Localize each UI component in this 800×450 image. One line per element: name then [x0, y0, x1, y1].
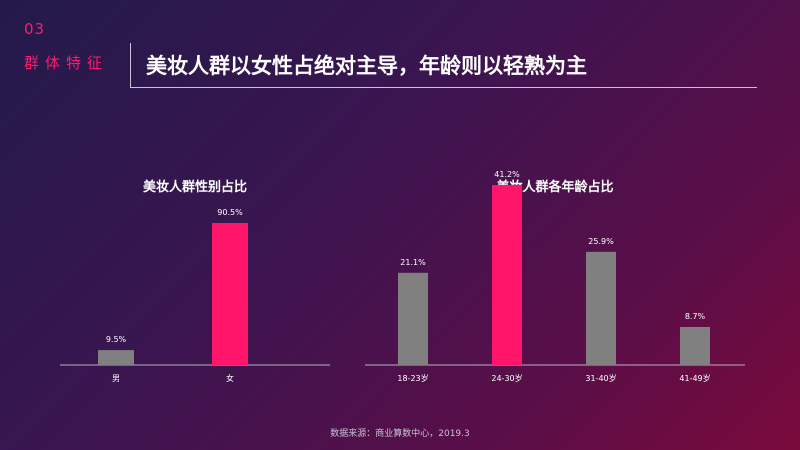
section-number: 03 — [24, 20, 46, 38]
age-chart: 美妆人群各年龄占比 21.1% 18-23岁 41.2% 24-30岁 25.9% 31-4… — [365, 165, 745, 395]
data-label: 41.2% — [494, 170, 520, 179]
bar — [586, 251, 616, 365]
tick-label: 31-40岁 — [585, 373, 616, 383]
bar — [98, 350, 134, 365]
data-label: 9.5% — [106, 335, 127, 344]
tick-label: 18-23岁 — [397, 373, 428, 383]
page-title: 美妆人群以女性占绝对主导，年龄则以轻熟为主 — [146, 54, 587, 78]
header-divider-horizontal — [130, 87, 757, 88]
age-chart-svg: 美妆人群各年龄占比 21.1% 18-23岁 41.2% 24-30岁 25.9% 31-4… — [365, 170, 745, 383]
gender-chart: 美妆人群性别占比 9.5% 男 90.5% 女 — [60, 165, 330, 395]
source-note: 数据来源：商业算数中心，2019.3 — [330, 429, 470, 439]
tick-label: 41-49岁 — [679, 373, 710, 383]
bar — [680, 326, 710, 365]
chart-title: 美妆人群各年龄占比 — [496, 179, 613, 195]
bar — [398, 272, 428, 365]
tick-label: 女 — [226, 373, 234, 383]
data-label: 21.1% — [400, 258, 426, 267]
data-label: 90.5% — [217, 208, 243, 217]
data-label: 25.9% — [588, 237, 614, 246]
tick-label: 男 — [112, 374, 120, 383]
section-label: 群体特征 — [24, 54, 109, 72]
header-divider-vertical — [130, 43, 131, 87]
tick-label: 24-30岁 — [491, 373, 522, 383]
data-label: 8.7% — [685, 312, 706, 321]
gender-chart-svg: 美妆人群性别占比 9.5% 男 90.5% 女 — [60, 179, 330, 383]
chart-title: 美妆人群性别占比 — [143, 179, 247, 195]
bar — [492, 185, 522, 365]
bar — [212, 223, 248, 365]
